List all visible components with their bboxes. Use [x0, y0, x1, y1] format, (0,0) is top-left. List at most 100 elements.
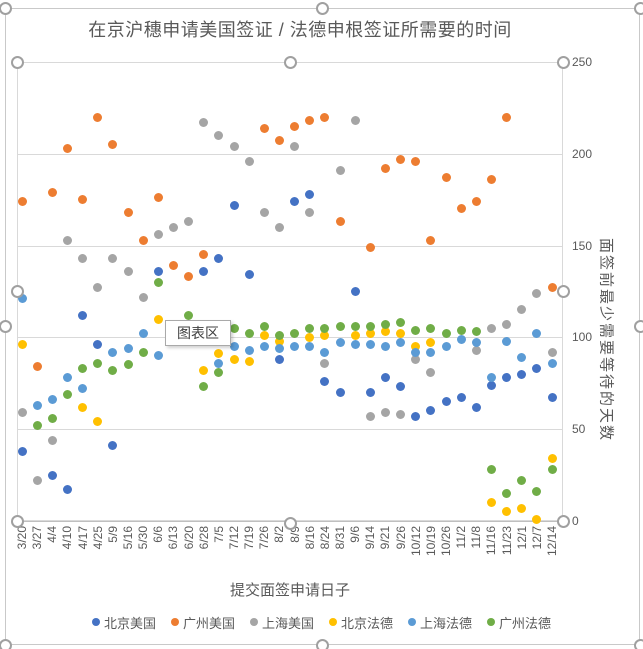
plot-area-handle[interactable]	[10, 514, 24, 528]
point-上海美国-12/1[interactable]	[517, 305, 527, 315]
point-北京美国-7/19[interactable]	[244, 270, 254, 280]
point-上海美国-9/26[interactable]	[396, 410, 406, 419]
plot-area[interactable]	[17, 62, 563, 521]
point-北京法德-9/21[interactable]	[380, 327, 390, 337]
point-上海美国-9/14[interactable]	[365, 411, 375, 421]
point-广州美国-8/24[interactable]	[320, 112, 330, 122]
point-广州法德-12/1[interactable]	[517, 476, 527, 486]
plot-area-handle[interactable]	[283, 516, 297, 530]
y-tick-label-100[interactable]: 100	[572, 330, 593, 345]
point-广州美国-7/26[interactable]	[259, 123, 269, 133]
point-上海美国-6/6[interactable]	[153, 230, 163, 240]
point-上海法德-12/14[interactable]	[547, 358, 557, 368]
point-广州美国-5/16[interactable]	[123, 208, 133, 218]
x-tick-label-6/13[interactable]: 6/13	[166, 526, 181, 550]
point-上海美国-8/24[interactable]	[320, 358, 330, 368]
point-上海美国-3/27[interactable]	[32, 476, 42, 486]
point-上海法德-5/16[interactable]	[123, 343, 133, 353]
point-广州法德-5/9[interactable]	[108, 365, 118, 375]
point-广州法德-8/9[interactable]	[290, 329, 300, 339]
point-北京法德-6/6[interactable]	[153, 314, 163, 324]
point-广州美国-3/20[interactable]	[17, 197, 27, 207]
point-上海法德-9/6[interactable]	[350, 340, 360, 350]
x-tick-label-10/26[interactable]: 10/26	[439, 526, 453, 557]
plot-area-handle[interactable]	[556, 55, 570, 69]
x-tick-label-5/9[interactable]: 5/9	[105, 526, 120, 543]
point-上海美国-10/19[interactable]	[426, 367, 436, 377]
point-北京美国-11/8[interactable]	[471, 402, 481, 412]
point-广州法德-7/5[interactable]	[214, 367, 224, 377]
x-tick-label-3/20[interactable]: 3/20	[15, 526, 29, 550]
point-上海法德-11/23[interactable]	[502, 336, 512, 346]
point-北京法德-4/25[interactable]	[93, 417, 103, 427]
y-tick-label-50[interactable]: 50	[572, 422, 586, 437]
point-广州法德-4/25[interactable]	[93, 358, 103, 368]
point-上海法德-7/12[interactable]	[229, 342, 239, 352]
point-北京法德-11/16[interactable]	[486, 498, 496, 508]
x-tick-label-4/17[interactable]: 4/17	[75, 526, 90, 550]
x-tick-label-10/19[interactable]: 10/19	[423, 526, 438, 557]
point-北京美国-10/12[interactable]	[411, 411, 421, 421]
point-广州法德-12/14[interactable]	[547, 465, 557, 475]
point-北京美国-7/5[interactable]	[214, 253, 224, 263]
point-上海美国-4/4[interactable]	[47, 435, 57, 445]
point-上海美国-11/16[interactable]	[486, 323, 496, 333]
point-北京美国-5/9[interactable]	[108, 441, 118, 451]
point-上海美国-7/12[interactable]	[229, 141, 239, 151]
point-上海法德-10/12[interactable]	[411, 347, 421, 357]
x-tick-label-10/12[interactable]: 10/12	[408, 526, 423, 557]
point-上海美国-7/26[interactable]	[259, 208, 269, 218]
point-北京法德-8/24[interactable]	[320, 331, 330, 341]
legend-item-上海法德[interactable]: 上海法德	[408, 613, 472, 632]
point-广州法德-4/17[interactable]	[78, 364, 88, 374]
point-上海法德-11/8[interactable]	[471, 338, 481, 348]
x-tick-label-8/24[interactable]: 8/24	[317, 526, 332, 550]
point-北京美国-4/17[interactable]	[78, 310, 88, 320]
point-北京法德-8/16[interactable]	[305, 332, 315, 342]
point-广州美国-3/27[interactable]	[32, 362, 42, 372]
point-广州法德-5/16[interactable]	[123, 360, 133, 370]
point-上海法德-5/9[interactable]	[108, 347, 118, 357]
point-北京法德-12/7[interactable]	[532, 514, 542, 524]
chart-frame-handle[interactable]	[633, 1, 643, 15]
point-上海美国-6/13[interactable]	[168, 222, 178, 232]
point-北京法德-10/19[interactable]	[426, 338, 436, 348]
point-广州法德-11/23[interactable]	[502, 488, 512, 498]
point-广州美国-8/2[interactable]	[274, 136, 284, 146]
point-北京法德-8/2[interactable]	[274, 336, 284, 346]
plot-area-handle[interactable]	[10, 284, 24, 298]
point-北京法德-9/6[interactable]	[350, 331, 360, 341]
point-广州法德-6/6[interactable]	[153, 277, 163, 287]
x-tick-label-6/6[interactable]: 6/6	[151, 526, 166, 543]
point-北京美国-12/14[interactable]	[547, 393, 557, 403]
point-广州美国-8/16[interactable]	[305, 116, 315, 126]
point-广州法德-4/4[interactable]	[47, 413, 57, 423]
point-北京美国-8/2[interactable]	[274, 354, 284, 364]
chart-frame-handle[interactable]	[0, 1, 12, 15]
point-上海美国-12/7[interactable]	[532, 288, 542, 298]
point-广州美国-6/13[interactable]	[168, 261, 178, 271]
point-北京美国-6/6[interactable]	[153, 266, 163, 276]
point-广州美国-10/19[interactable]	[426, 235, 436, 245]
point-北京法德-7/5[interactable]	[214, 349, 224, 359]
point-北京法德-7/19[interactable]	[244, 356, 254, 366]
point-北京美国-4/4[interactable]	[47, 470, 57, 480]
plot-area-handle[interactable]	[556, 514, 570, 528]
x-tick-label-5/30[interactable]: 5/30	[136, 526, 151, 550]
plot-area-handle[interactable]	[556, 284, 570, 298]
y-tick-label-200[interactable]: 200	[572, 146, 593, 161]
x-tick-label-8/2[interactable]: 8/2	[272, 526, 287, 543]
legend-item-北京美国[interactable]: 北京美国	[91, 613, 156, 632]
point-上海法德-9/26[interactable]	[396, 338, 406, 348]
point-广州法德-7/26[interactable]	[259, 321, 269, 331]
point-北京美国-10/26[interactable]	[441, 397, 451, 407]
point-广州法德-7/19[interactable]	[244, 329, 254, 339]
point-北京美国-7/12[interactable]	[229, 200, 239, 210]
point-北京法德-9/26[interactable]	[396, 329, 406, 339]
point-广州美国-4/4[interactable]	[47, 187, 57, 197]
x-tick-label-9/14[interactable]: 9/14	[363, 526, 378, 550]
x-tick-label-7/19[interactable]: 7/19	[242, 526, 257, 550]
point-广州法德-7/12[interactable]	[229, 323, 239, 333]
x-tick-label-5/16[interactable]: 5/16	[121, 526, 135, 550]
plot-area-handle[interactable]	[283, 55, 297, 69]
